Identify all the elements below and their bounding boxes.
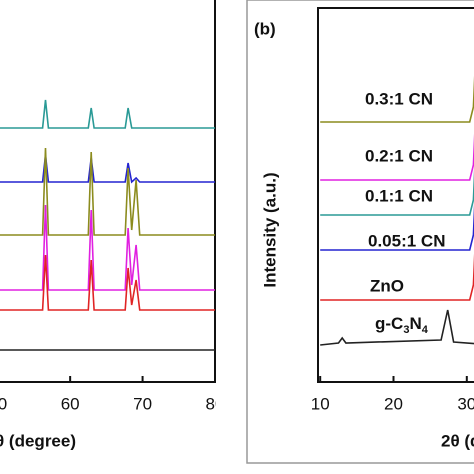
x-tick-label: 50 (0, 394, 7, 413)
panel-label: (b) (254, 19, 276, 38)
x-tick-label: 10 (311, 394, 330, 413)
panel-b: 10 20 30 0.3:1 CN 0.2:1 CN 0.1:1 CN 0.05:1 CN Z… (254, 7, 474, 450)
x-tick-label: 30 (457, 394, 474, 413)
spectrum-line (320, 309, 474, 346)
series-label: g-C3N4 (375, 314, 429, 335)
series-label: 0.2:1 CN (365, 146, 433, 165)
panel-a: 50 60 70 80 2θ (degree) (0, 0, 225, 450)
spectrum-line (320, 133, 474, 181)
x-tick-label: 60 (61, 394, 80, 413)
spectrum-line (320, 203, 474, 251)
x-tick-label: 20 (384, 394, 403, 413)
y-axis-label: Intensity (a.u.) (260, 172, 279, 287)
x-axis-label: 2θ (degree) (0, 431, 76, 450)
series-label: 0.05:1 CN (368, 231, 445, 250)
series-label: 0.1:1 CN (365, 186, 433, 205)
spectrum-line (0, 204, 215, 291)
x-tick-label: 70 (133, 394, 152, 413)
plot-frame (317, 7, 474, 383)
spectrum-line (320, 253, 474, 301)
spectrum-line (0, 154, 215, 184)
panel-border (246, 0, 474, 464)
x-tick-label: 80 (206, 394, 225, 413)
plot-frame (0, 0, 216, 383)
spectrum-line (0, 147, 215, 236)
spectrum-line (320, 168, 474, 216)
spectrum-line (320, 75, 474, 123)
spectrum-line (0, 99, 215, 129)
x-axis-label: 2θ (degree) (441, 431, 474, 450)
series-label: ZnO (370, 276, 404, 295)
spectrum-line (0, 254, 215, 311)
series-label: 0.3:1 CN (365, 89, 433, 108)
